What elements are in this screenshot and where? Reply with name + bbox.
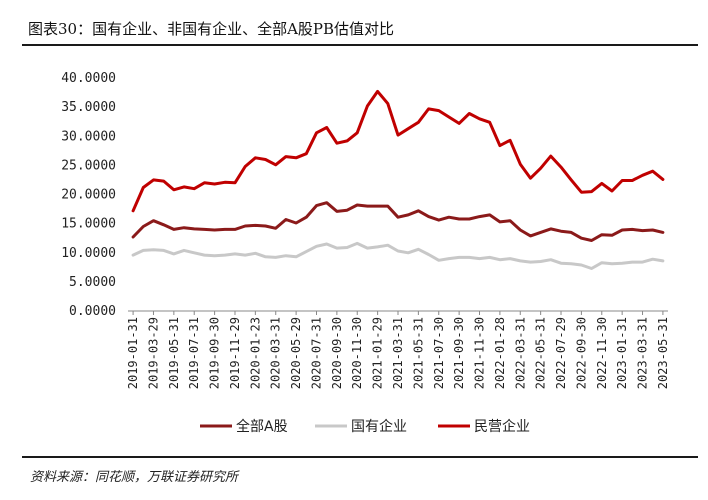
x-tick-label: 2021-09-30: [452, 317, 466, 389]
y-tick-label: 5.0000: [69, 275, 116, 290]
x-tick-label: 2019-07-31: [187, 317, 201, 389]
y-tick-label: 30.0000: [61, 129, 116, 144]
series-line-2: [131, 89, 665, 213]
x-tick-label: 2022-09-30: [574, 317, 588, 389]
x-tick-label: 2019-11-29: [228, 317, 242, 389]
y-tick-label: 20.0000: [61, 188, 116, 203]
y-tick-label: 35.0000: [61, 100, 116, 115]
x-tick-label: 2020-11-30: [350, 317, 364, 389]
x-tick-label: 2020-03-31: [269, 317, 283, 389]
legend-label-1: 国有企业: [351, 418, 407, 435]
x-tick-label: 2021-07-30: [432, 317, 446, 389]
y-tick-label: 0.0000: [69, 304, 116, 319]
y-tick-label: 15.0000: [61, 217, 116, 232]
pb-valuation-line-chart: 0.0000 5.0000 10.0000 15.0000 20.0000 25.0000…: [61, 71, 670, 435]
x-tick-label: 2021-03-31: [391, 317, 405, 389]
x-tick-label: 2020-05-29: [289, 317, 303, 389]
x-tick-label: 2021-01-29: [371, 317, 385, 389]
x-tick-label: 2022-07-29: [554, 317, 568, 389]
x-tick-label: 2023-03-31: [636, 317, 650, 389]
series-line-1: [131, 241, 665, 270]
x-tick-label: 2020-07-31: [309, 317, 323, 389]
legend-label-0: 全部A股: [236, 418, 288, 435]
x-tick-label: 2022-03-31: [513, 317, 527, 389]
source-note: 资料来源：同花顺，万联证券研究所: [30, 470, 239, 485]
x-tick-label: 2019-05-31: [167, 317, 181, 389]
source-bar: 资料来源：同花顺，万联证券研究所: [22, 456, 698, 485]
x-tick-label: 2020-09-30: [330, 317, 344, 389]
chart-title: 图表30：国有企业、非国有企业、全部A股PB估值对比: [28, 20, 395, 38]
chart-title-bar: 图表30：国有企业、非国有企业、全部A股PB估值对比: [22, 8, 698, 46]
x-tick-label: 2022-05-31: [534, 317, 548, 389]
legend-label-2: 民营企业: [474, 418, 530, 435]
y-tick-label: 25.0000: [61, 158, 116, 173]
x-tick-label: 2021-11-30: [473, 317, 487, 389]
x-tick-label: 2022-01-28: [493, 317, 507, 389]
x-tick-label: 2019-01-31: [126, 317, 140, 389]
y-tick-label: 10.0000: [61, 246, 116, 261]
y-tick-label: 40.0000: [61, 71, 116, 86]
x-tick-label: 2020-01-23: [248, 317, 262, 389]
series-line-0: [131, 201, 665, 242]
x-tick-label: 2023-05-31: [656, 317, 670, 389]
x-tick-label: 2021-05-31: [411, 317, 425, 389]
x-tick-label: 2019-03-29: [146, 317, 160, 389]
x-tick-label: 2019-09-30: [208, 317, 222, 389]
x-tick-label: 2022-11-30: [595, 317, 609, 389]
x-tick-label: 2023-01-31: [615, 317, 629, 389]
